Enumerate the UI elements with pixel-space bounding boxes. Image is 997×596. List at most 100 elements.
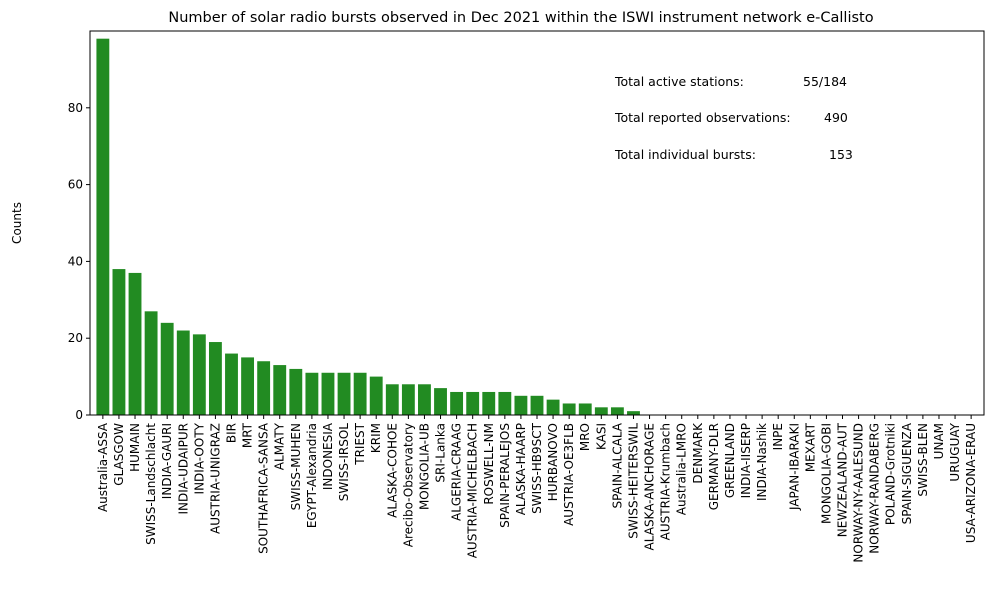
x-tick-label-41: INDIA-Nashik	[755, 423, 769, 501]
x-tick-label-12: SWISS-MUHEN	[289, 423, 303, 510]
bar-25	[498, 391, 512, 415]
x-tick-label-1: GLASGOW	[112, 423, 126, 486]
bar-20	[418, 384, 431, 415]
x-tick-label-18: ALASKA-COHOE	[385, 423, 399, 518]
x-tick-label-29: AUSTRIA-OE3FLB	[562, 423, 576, 526]
y-tick-label-4: 80	[68, 101, 83, 115]
bar-23	[466, 391, 480, 415]
bar-27	[530, 395, 544, 415]
x-tick-label-42: INPE	[771, 423, 785, 450]
bar-28	[546, 399, 560, 415]
x-tick-label-40: INDIA-IISERP	[739, 423, 753, 498]
bar-22	[450, 391, 464, 415]
x-tick-label-51: SWISS-BLEN	[916, 423, 930, 497]
x-tick-label-39: GREENLAND	[723, 423, 737, 498]
x-tick-label-24: ROSWELL-NM	[482, 423, 496, 505]
x-tick-label-50: SPAIN-SIGUENZA	[900, 422, 914, 524]
x-tick-label-7: AUSTRIA-UNIGRAZ	[208, 423, 222, 534]
x-tick-label-21: SRI-Lanka	[434, 423, 448, 483]
bar-8	[225, 353, 238, 415]
x-tick-label-37: DENMARK	[691, 422, 705, 484]
bar-11	[273, 365, 287, 415]
annotation-value-stations: 55/184	[803, 74, 847, 89]
bar-7	[208, 342, 222, 415]
x-tick-label-44: MEXART	[803, 422, 817, 472]
x-tick-label-31: KASI	[594, 423, 608, 450]
x-tick-label-43: JAPAN-IBARAKI	[787, 423, 801, 511]
y-tick-label-3: 60	[68, 178, 83, 192]
bar-6	[192, 334, 206, 415]
x-tick-label-48: NORWAY-RANDABERG	[868, 423, 882, 554]
bar-30	[578, 403, 592, 415]
x-tick-label-3: SWISS-Landschlacht	[144, 423, 158, 545]
x-tick-label-22: ALGERIA-CRAAG	[450, 423, 464, 521]
bar-15	[337, 372, 351, 415]
bar-3	[144, 311, 158, 415]
x-tick-label-2: HUMAIN	[128, 423, 142, 472]
x-tick-label-49: POLAND-Grotniki	[884, 423, 898, 525]
x-tick-label-53: URUGUAY	[948, 422, 962, 481]
x-tick-label-8: BIR	[224, 423, 238, 443]
y-tick-label-0: 0	[75, 408, 83, 422]
x-tick-label-30: MRO	[578, 423, 592, 451]
y-tick-label-2: 40	[68, 254, 83, 268]
bars-group	[96, 38, 640, 416]
x-tick-label-45: MONGOLIA-GOBI	[819, 423, 833, 524]
y-tick-label-1: 20	[68, 331, 83, 345]
x-tick-label-25: SPAIN-PERALEJOS	[498, 423, 512, 528]
x-tick-label-34: ALASKA-ANCHORAGE	[643, 423, 657, 550]
x-tick-label-47: NORWAY-NY-AALESUND	[852, 423, 866, 563]
bar-9	[241, 357, 255, 415]
bar-31	[594, 407, 608, 415]
x-tick-label-15: SWISS-IRSOL	[337, 423, 351, 502]
x-tick-label-28: HURBANOVO	[546, 423, 560, 501]
bar-0	[96, 38, 110, 416]
x-tick-label-52: UNAM	[932, 423, 946, 459]
chart-title: Number of solar radio bursts observed in…	[168, 10, 873, 26]
x-tick-label-14: INDONESIA	[321, 422, 335, 490]
bar-2	[128, 272, 142, 415]
bar-19	[401, 384, 415, 415]
annotation-value-bursts: 153	[829, 147, 853, 162]
stats-annotations: Total active stations: 55/184 Total repo…	[614, 74, 853, 162]
bar-12	[289, 368, 303, 415]
bar-10	[257, 361, 271, 415]
y-axis: 0 20 40 60 80	[68, 101, 90, 422]
x-tick-label-33: SWISS-HEITERSWIL	[626, 423, 640, 539]
x-tick-label-5: INDIA-UDAIPUR	[176, 423, 190, 515]
x-tick-label-54: USA-ARIZONA-ERAU	[964, 423, 978, 543]
x-tick-label-23: AUSTRIA-MICHELBACH	[466, 423, 480, 558]
bar-33	[627, 411, 640, 415]
x-tick-label-4: INDIA-GAURI	[160, 423, 174, 499]
x-tick-label-16: TRIEST	[353, 422, 367, 465]
x-tick-label-13: EGYPT-Alexandria	[305, 423, 319, 528]
bar-14	[321, 372, 335, 415]
bar-13	[305, 372, 319, 415]
x-axis: Australia-ASSA GLASGOW HUMAIN SWISS-Landsch…	[96, 415, 978, 563]
x-tick-label-32: SPAIN-ALCALA	[610, 422, 624, 508]
bar-32	[610, 407, 624, 415]
annotation-value-observations: 490	[824, 110, 848, 125]
annotation-label-stations: Total active stations:	[614, 74, 744, 89]
x-tick-label-10: SOUTHAFRICA-SANSA	[257, 422, 271, 554]
bar-21	[434, 388, 447, 415]
x-tick-label-11: ALMATY	[273, 422, 287, 470]
bar-5	[176, 330, 190, 415]
x-tick-label-38: GERMANY-DLR	[707, 423, 721, 510]
annotation-label-observations: Total reported observations:	[614, 110, 791, 125]
x-tick-label-6: INDIA-OOTY	[192, 422, 206, 494]
bar-18	[385, 384, 399, 415]
x-tick-label-19: Arecibo-Observatory	[401, 423, 415, 547]
annotation-label-bursts: Total individual bursts:	[614, 147, 756, 162]
bar-17	[369, 376, 383, 415]
x-tick-label-46: NEWZEALAND-AUT	[836, 422, 850, 537]
bar-24	[482, 391, 496, 415]
x-tick-label-36: Australia-LMRO	[675, 423, 689, 515]
x-tick-label-35: AUSTRIA-Krumbach	[659, 423, 673, 540]
x-tick-label-26: ALASKA-HAARP	[514, 423, 528, 515]
y-axis-label: Counts	[10, 202, 24, 244]
x-tick-label-27: SWISS-HB9SCT	[530, 422, 544, 513]
bar-16	[353, 372, 367, 415]
bar-4	[160, 322, 174, 415]
